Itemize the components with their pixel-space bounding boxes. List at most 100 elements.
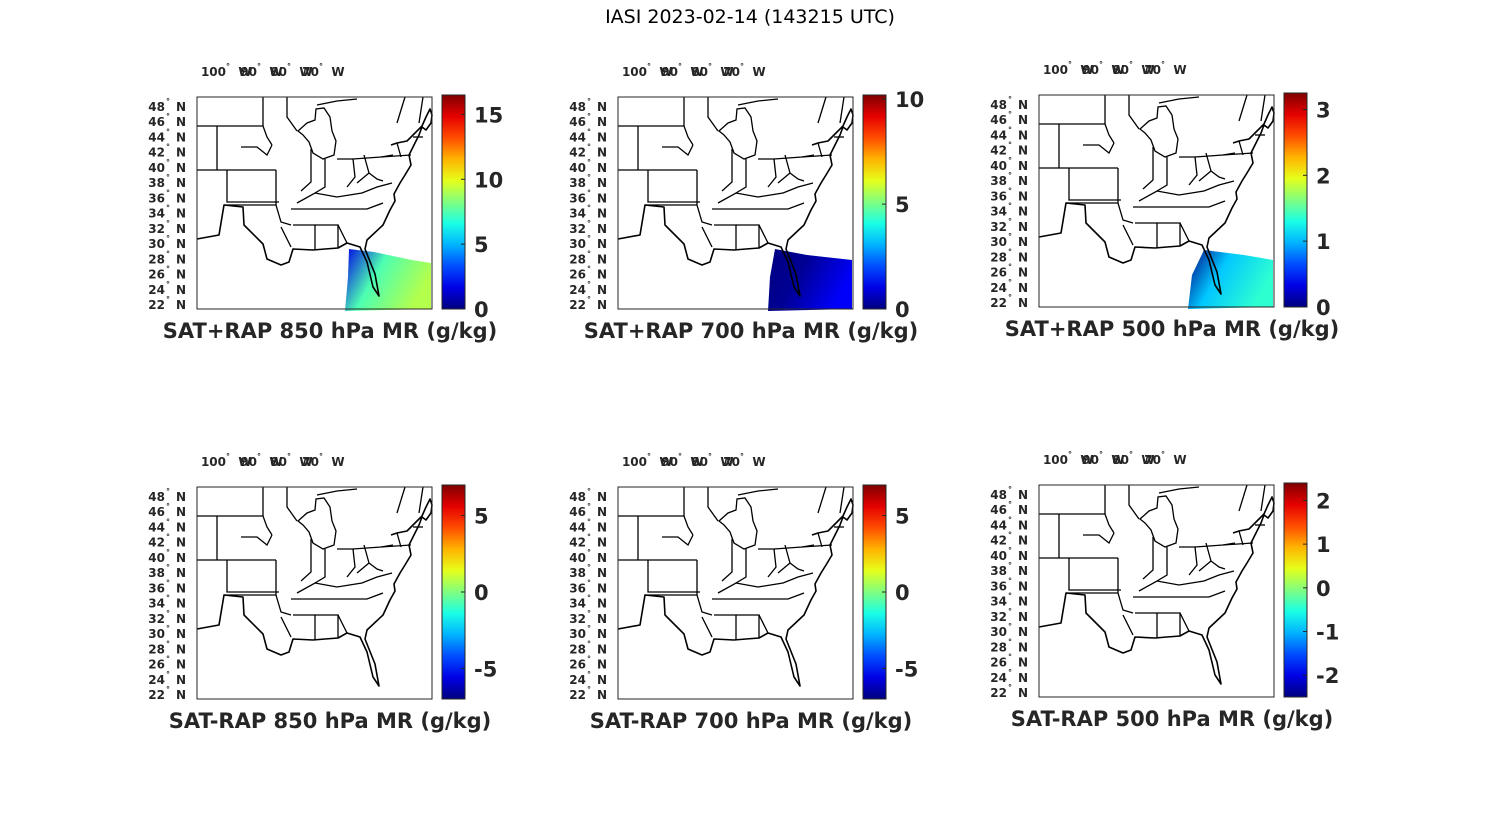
svg-text:°: °	[166, 143, 170, 152]
svg-text:32: 32	[569, 612, 586, 626]
svg-text:30: 30	[569, 237, 586, 251]
map-area	[196, 486, 433, 700]
svg-text:N: N	[176, 176, 186, 190]
state-border	[363, 544, 384, 572]
state-border	[696, 170, 713, 226]
colorbar-tick-label: 0	[474, 581, 489, 605]
svg-text:46: 46	[569, 115, 586, 129]
lon-tick-label: 90 ° W	[240, 62, 282, 79]
lon-tick-label: 70 ° W	[1144, 450, 1186, 467]
svg-text:36: 36	[990, 189, 1007, 203]
svg-text:°: °	[587, 487, 591, 496]
svg-text:°: °	[1008, 110, 1012, 119]
state-border	[300, 149, 312, 192]
map-figure: 100 ° W90 ° W80 ° W70 ° W48 ° N46 ° N44 ° N42 ° N40 ° N38 °…	[569, 62, 924, 322]
svg-text:W: W	[299, 65, 312, 79]
lat-tick-label: 40 ° N	[990, 546, 1028, 563]
svg-text:100: 100	[622, 65, 647, 79]
svg-text:26: 26	[990, 266, 1007, 280]
state-border	[662, 534, 694, 547]
state-border	[839, 96, 845, 124]
state-border	[784, 544, 805, 572]
svg-text:N: N	[176, 252, 186, 266]
svg-text:N: N	[597, 268, 607, 282]
colorbar-tick-label: 0	[474, 298, 489, 322]
svg-text:48: 48	[990, 98, 1007, 112]
svg-text:26: 26	[569, 268, 586, 282]
svg-text:42: 42	[569, 146, 586, 160]
svg-text:N: N	[597, 627, 607, 641]
svg-text:N: N	[597, 130, 607, 144]
map-panel-sat-rap-sum-700: 100 ° W 90 ° W 80 ° W 70 ° W 48 ° N 46 ° N 44 ° N 42 ° N 40 ° N 38 °…	[541, 55, 941, 355]
svg-text:N: N	[597, 115, 607, 129]
state-border	[286, 97, 298, 132]
svg-text:N: N	[176, 505, 186, 519]
lon-tick-label: 100 ° W	[1043, 450, 1094, 467]
state-border	[1198, 560, 1212, 572]
state-border	[1142, 537, 1154, 580]
state-border	[293, 614, 316, 640]
svg-text:°: °	[1008, 125, 1012, 134]
state-border	[758, 158, 777, 188]
state-border	[817, 532, 823, 548]
state-border	[356, 562, 370, 574]
svg-text:N: N	[176, 566, 186, 580]
state-border	[1138, 570, 1235, 592]
lon-tick-label: 100 ° W	[201, 452, 252, 469]
state-border	[1039, 513, 1115, 534]
state-border	[356, 172, 370, 184]
svg-text:32: 32	[569, 222, 586, 236]
svg-text:N: N	[597, 222, 607, 236]
svg-text:N: N	[176, 688, 186, 702]
svg-text:N: N	[597, 237, 607, 251]
colorbar-tick-label: 5	[474, 233, 489, 257]
svg-text:°: °	[166, 265, 170, 274]
lat-tick-label: 24 ° N	[569, 670, 607, 687]
lat-tick-label: 22 ° N	[569, 685, 607, 702]
state-border	[701, 616, 713, 638]
svg-text:°: °	[166, 234, 170, 243]
svg-text:42: 42	[569, 536, 586, 550]
svg-text:N: N	[597, 161, 607, 175]
svg-text:N: N	[597, 191, 607, 205]
satellite-swath	[1188, 250, 1273, 309]
lat-tick-label: 30 ° N	[569, 624, 607, 641]
svg-text:W: W	[238, 455, 251, 469]
svg-text:N: N	[1018, 686, 1028, 700]
svg-text:22: 22	[148, 298, 165, 312]
state-border	[1260, 484, 1266, 512]
lon-tick-label: 90 ° W	[240, 452, 282, 469]
svg-text:24: 24	[148, 283, 165, 297]
svg-text:44: 44	[148, 520, 165, 534]
svg-text:°: °	[1008, 637, 1012, 646]
svg-text:80: 80	[270, 455, 287, 469]
svg-text:°: °	[166, 548, 170, 557]
svg-text:40: 40	[569, 161, 586, 175]
state-border	[717, 572, 814, 594]
svg-text:26: 26	[990, 656, 1007, 670]
state-border	[316, 98, 358, 106]
svg-text:°: °	[587, 502, 591, 511]
map-area	[617, 486, 854, 700]
svg-text:°: °	[587, 655, 591, 664]
lat-tick-label: 32 ° N	[990, 217, 1028, 234]
svg-text:°: °	[587, 639, 591, 648]
state-border	[1128, 485, 1140, 520]
lon-tick-label: 80 ° W	[270, 452, 312, 469]
svg-text:100: 100	[1043, 453, 1068, 467]
svg-text:N: N	[1018, 296, 1028, 310]
svg-text:°: °	[166, 578, 170, 587]
svg-text:°: °	[166, 158, 170, 167]
lat-tick-label: 42 ° N	[990, 531, 1028, 548]
colorbar-tick-label: 5	[474, 505, 489, 529]
svg-text:38: 38	[990, 564, 1007, 578]
svg-text:N: N	[176, 222, 186, 236]
svg-text:N: N	[1018, 281, 1028, 295]
colorbar-tick-label: -5	[895, 657, 918, 681]
svg-text:80: 80	[691, 65, 708, 79]
svg-text:N: N	[597, 673, 607, 687]
state-border	[1068, 168, 1121, 201]
svg-text:N: N	[1018, 266, 1028, 280]
lon-tick-label: 90 ° W	[661, 62, 703, 79]
state-border	[380, 154, 412, 158]
